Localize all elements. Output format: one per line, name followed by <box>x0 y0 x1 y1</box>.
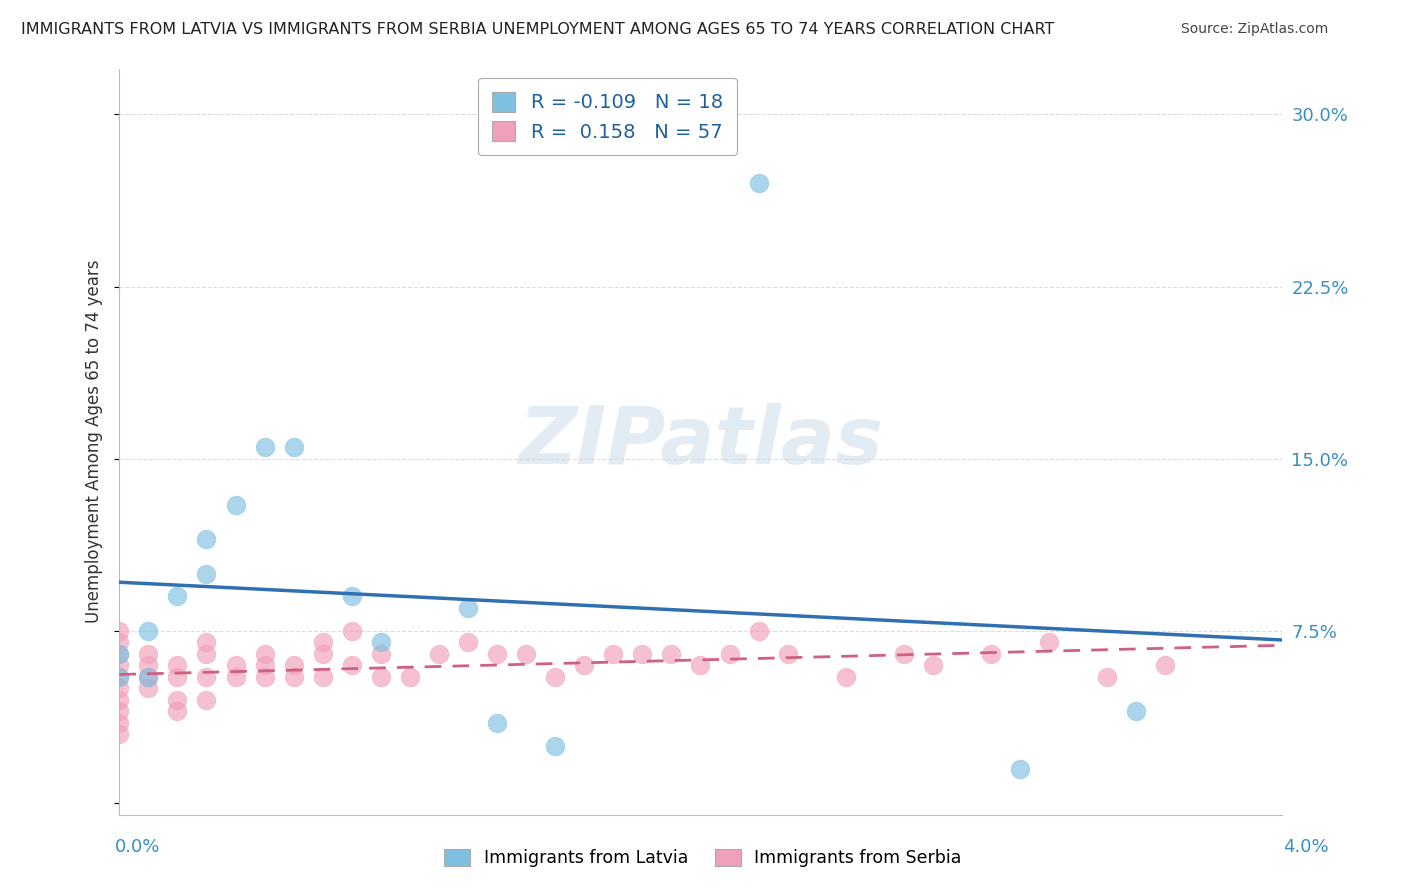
Point <box>457 635 479 649</box>
Point <box>253 647 276 661</box>
Point <box>283 670 305 684</box>
Point <box>108 670 131 684</box>
Point <box>166 693 188 707</box>
Point <box>108 715 131 730</box>
Point <box>138 624 160 638</box>
Point <box>748 176 770 190</box>
Point <box>283 658 305 673</box>
Point <box>108 693 131 707</box>
Y-axis label: Unemployment Among Ages 65 to 74 years: Unemployment Among Ages 65 to 74 years <box>86 260 103 624</box>
Point <box>138 681 160 696</box>
Point <box>544 670 567 684</box>
Point <box>108 670 131 684</box>
Point <box>340 624 363 638</box>
Point <box>195 635 218 649</box>
Point <box>835 670 858 684</box>
Point <box>225 498 247 512</box>
Point <box>195 670 218 684</box>
Point <box>195 693 218 707</box>
Point <box>340 590 363 604</box>
Point <box>1038 635 1060 649</box>
Point <box>108 704 131 718</box>
Point <box>631 647 654 661</box>
Point <box>370 635 392 649</box>
Point <box>138 670 160 684</box>
Point <box>980 647 1002 661</box>
Point <box>515 647 537 661</box>
Legend: R = -0.109   N = 18, R =  0.158   N = 57: R = -0.109 N = 18, R = 0.158 N = 57 <box>478 78 737 155</box>
Text: ZIPatlas: ZIPatlas <box>517 402 883 481</box>
Point <box>312 635 335 649</box>
Text: 0.0%: 0.0% <box>115 838 160 855</box>
Point <box>602 647 624 661</box>
Point <box>748 624 770 638</box>
Point <box>108 624 131 638</box>
Point <box>108 727 131 741</box>
Point <box>1154 658 1177 673</box>
Point <box>370 670 392 684</box>
Point <box>718 647 741 661</box>
Point <box>283 440 305 454</box>
Point <box>1097 670 1119 684</box>
Point <box>922 658 945 673</box>
Point <box>574 658 596 673</box>
Point <box>340 658 363 673</box>
Point <box>108 647 131 661</box>
Point <box>166 704 188 718</box>
Point <box>486 715 509 730</box>
Point <box>253 670 276 684</box>
Point <box>776 647 799 661</box>
Point <box>544 739 567 753</box>
Point <box>253 658 276 673</box>
Text: 4.0%: 4.0% <box>1284 838 1329 855</box>
Point <box>661 647 683 661</box>
Point <box>1125 704 1147 718</box>
Point <box>399 670 422 684</box>
Text: IMMIGRANTS FROM LATVIA VS IMMIGRANTS FROM SERBIA UNEMPLOYMENT AMONG AGES 65 TO 7: IMMIGRANTS FROM LATVIA VS IMMIGRANTS FRO… <box>21 22 1054 37</box>
Point <box>166 670 188 684</box>
Point <box>1010 762 1032 776</box>
Point <box>108 658 131 673</box>
Point <box>108 635 131 649</box>
Point <box>457 601 479 615</box>
Point <box>427 647 450 661</box>
Point <box>312 670 335 684</box>
Point <box>138 670 160 684</box>
Point <box>225 670 247 684</box>
Point <box>138 658 160 673</box>
Point <box>195 532 218 546</box>
Point <box>108 647 131 661</box>
Point <box>108 681 131 696</box>
Point <box>166 590 188 604</box>
Point <box>312 647 335 661</box>
Point <box>195 647 218 661</box>
Text: Source: ZipAtlas.com: Source: ZipAtlas.com <box>1181 22 1329 37</box>
Point <box>138 647 160 661</box>
Point <box>253 440 276 454</box>
Point <box>195 566 218 581</box>
Legend: Immigrants from Latvia, Immigrants from Serbia: Immigrants from Latvia, Immigrants from … <box>437 842 969 874</box>
Point <box>370 647 392 661</box>
Point <box>166 658 188 673</box>
Point <box>893 647 915 661</box>
Point <box>486 647 509 661</box>
Point <box>689 658 711 673</box>
Point <box>225 658 247 673</box>
